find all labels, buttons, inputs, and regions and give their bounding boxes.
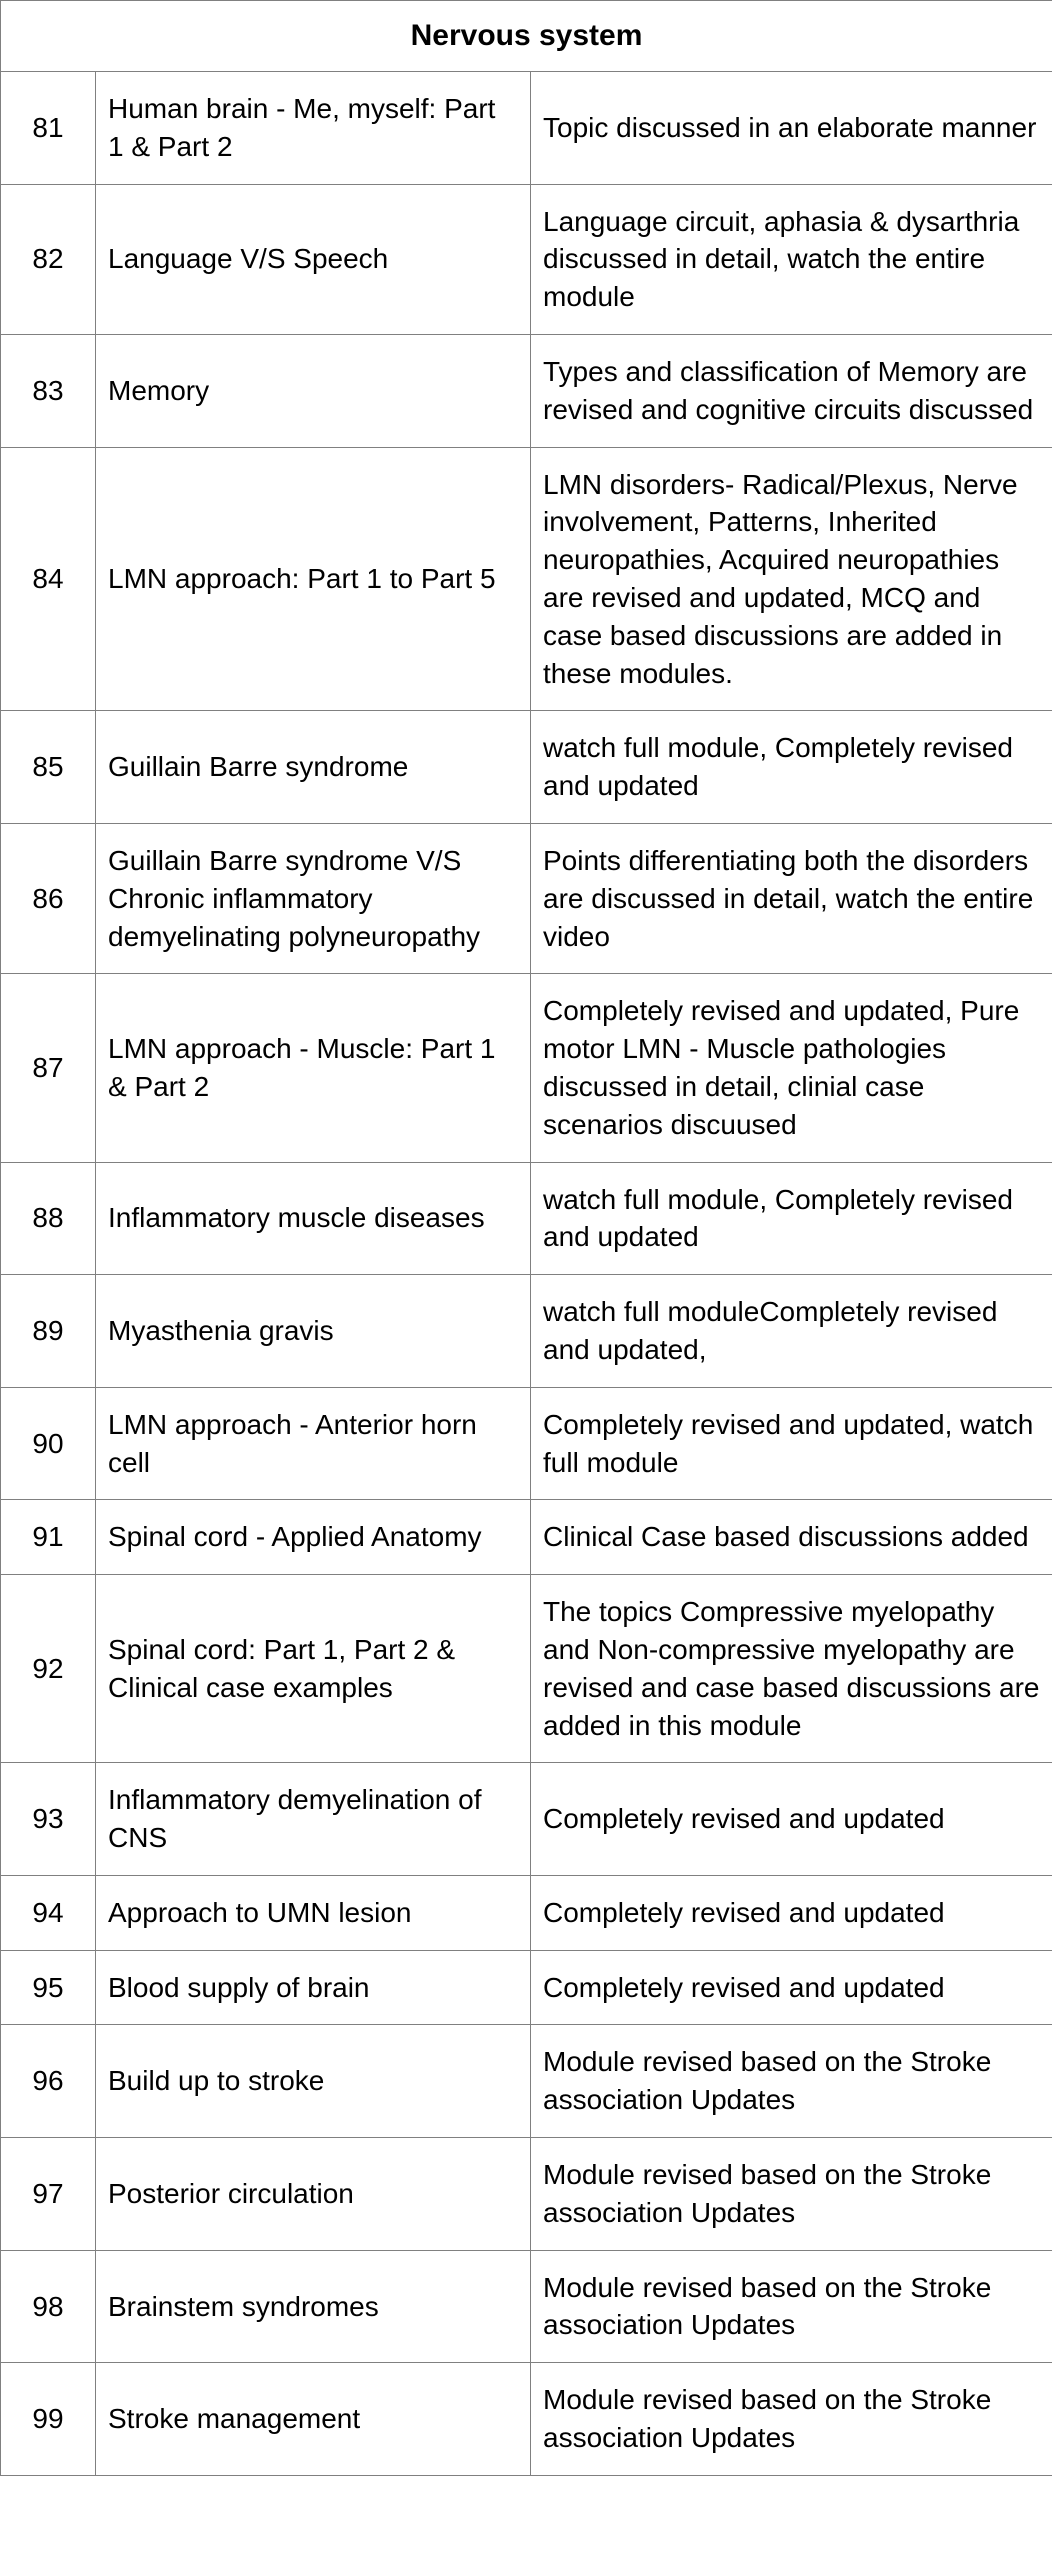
row-number: 97 [1,2138,96,2251]
row-number: 96 [1,2025,96,2138]
row-number: 81 [1,72,96,185]
row-topic: LMN approach: Part 1 to Part 5 [96,447,531,711]
table-row: 82Language V/S SpeechLanguage circuit, a… [1,184,1052,334]
table-row: 88Inflammatory muscle diseaseswatch full… [1,1162,1052,1275]
row-number: 83 [1,334,96,447]
row-number: 91 [1,1500,96,1575]
table-row: 87LMN approach - Muscle: Part 1 & Part 2… [1,974,1052,1162]
row-topic: LMN approach - Muscle: Part 1 & Part 2 [96,974,531,1162]
row-number: 92 [1,1575,96,1763]
row-number: 95 [1,1950,96,2025]
row-description: watch full module, Completely revised an… [531,1162,1052,1275]
row-topic: Spinal cord: Part 1, Part 2 & Clinical c… [96,1575,531,1763]
row-description: The topics Compressive myelopathy and No… [531,1575,1052,1763]
table-row: 92Spinal cord: Part 1, Part 2 & Clinical… [1,1575,1052,1763]
row-description: Completely revised and updated, watch fu… [531,1387,1052,1500]
table-row: 89Myasthenia graviswatch full moduleComp… [1,1275,1052,1388]
row-number: 84 [1,447,96,711]
row-description: Completely revised and updated [531,1763,1052,1876]
table-row: 90LMN approach - Anterior horn cellCompl… [1,1387,1052,1500]
row-topic: Memory [96,334,531,447]
table-row: 97Posterior circulationModule revised ba… [1,2138,1052,2251]
table-row: 83MemoryTypes and classification of Memo… [1,334,1052,447]
table-row: 85Guillain Barre syndromewatch full modu… [1,711,1052,824]
row-number: 99 [1,2363,96,2476]
row-topic: Inflammatory demyelination of CNS [96,1763,531,1876]
row-number: 98 [1,2250,96,2363]
table-row: 84LMN approach: Part 1 to Part 5LMN diso… [1,447,1052,711]
table-row: 99Stroke managementModule revised based … [1,2363,1052,2476]
row-number: 89 [1,1275,96,1388]
row-topic: Stroke management [96,2363,531,2476]
row-description: Completely revised and updated, Pure mot… [531,974,1052,1162]
table-row: 98Brainstem syndromesModule revised base… [1,2250,1052,2363]
row-description: Topic discussed in an elaborate manner [531,72,1052,185]
row-description: watch full moduleCompletely revised and … [531,1275,1052,1388]
row-number: 87 [1,974,96,1162]
row-number: 88 [1,1162,96,1275]
table-row: 94Approach to UMN lesionCompletely revis… [1,1875,1052,1950]
row-topic: Human brain - Me, myself: Part 1 & Part … [96,72,531,185]
row-description: Module revised based on the Stroke assoc… [531,2363,1052,2476]
table-body: 81Human brain - Me, myself: Part 1 & Par… [1,72,1052,2476]
row-topic: Spinal cord - Applied Anatomy [96,1500,531,1575]
row-description: Clinical Case based discussions added [531,1500,1052,1575]
row-description: Module revised based on the Stroke assoc… [531,2250,1052,2363]
table-row: 86Guillain Barre syndrome V/S Chronic in… [1,823,1052,973]
table-row: 96Build up to strokeModule revised based… [1,2025,1052,2138]
row-topic: Posterior circulation [96,2138,531,2251]
row-number: 90 [1,1387,96,1500]
row-description: watch full module, Completely revised an… [531,711,1052,824]
row-topic: Inflammatory muscle diseases [96,1162,531,1275]
row-number: 93 [1,1763,96,1876]
row-number: 94 [1,1875,96,1950]
row-topic: Myasthenia gravis [96,1275,531,1388]
row-description: Completely revised and updated [531,1875,1052,1950]
table-row: 91Spinal cord - Applied AnatomyClinical … [1,1500,1052,1575]
row-topic: Build up to stroke [96,2025,531,2138]
row-description: Types and classification of Memory are r… [531,334,1052,447]
row-description: Language circuit, aphasia & dysarthria d… [531,184,1052,334]
row-topic: Blood supply of brain [96,1950,531,2025]
row-number: 86 [1,823,96,973]
row-description: Completely revised and updated [531,1950,1052,2025]
row-topic: Guillain Barre syndrome [96,711,531,824]
table-header: Nervous system [1,1,1052,72]
row-description: Module revised based on the Stroke assoc… [531,2025,1052,2138]
row-description: Module revised based on the Stroke assoc… [531,2138,1052,2251]
row-topic: LMN approach - Anterior horn cell [96,1387,531,1500]
row-topic: Brainstem syndromes [96,2250,531,2363]
row-number: 85 [1,711,96,824]
table-header-row: Nervous system [1,1,1052,72]
table-row: 95Blood supply of brainCompletely revise… [1,1950,1052,2025]
row-topic: Language V/S Speech [96,184,531,334]
table-row: 93Inflammatory demyelination of CNSCompl… [1,1763,1052,1876]
row-description: LMN disorders- Radical/Plexus, Nerve inv… [531,447,1052,711]
row-description: Points differentiating both the disorder… [531,823,1052,973]
table-row: 81Human brain - Me, myself: Part 1 & Par… [1,72,1052,185]
nervous-system-table: Nervous system 81Human brain - Me, mysel… [0,0,1052,2476]
row-number: 82 [1,184,96,334]
row-topic: Approach to UMN lesion [96,1875,531,1950]
row-topic: Guillain Barre syndrome V/S Chronic infl… [96,823,531,973]
